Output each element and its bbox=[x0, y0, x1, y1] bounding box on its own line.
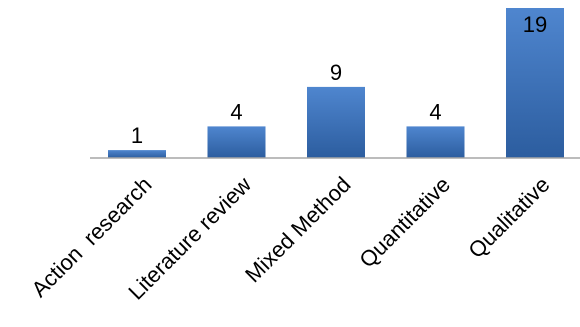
value-label-0: 1 bbox=[131, 123, 143, 148]
bar-3 bbox=[406, 126, 465, 158]
value-label-2: 9 bbox=[330, 60, 342, 85]
category-label-2: Mixed Method bbox=[240, 172, 355, 287]
value-label-4: 19 bbox=[523, 12, 547, 37]
value-label-1: 4 bbox=[230, 99, 242, 124]
category-label-4: Qualitative bbox=[463, 172, 554, 263]
bars-layer bbox=[108, 8, 564, 158]
value-label-3: 4 bbox=[429, 99, 441, 124]
bar-1 bbox=[207, 126, 266, 158]
category-label-3: Quantitative bbox=[354, 172, 455, 273]
bar-4 bbox=[506, 8, 564, 158]
bar-0 bbox=[108, 150, 166, 158]
bar-2 bbox=[307, 86, 365, 158]
